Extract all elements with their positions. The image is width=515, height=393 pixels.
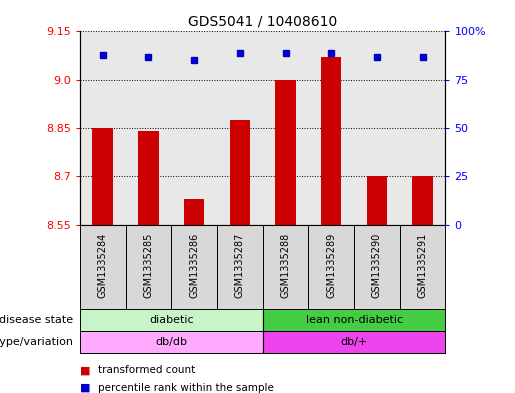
Bar [263,331,445,353]
Text: genotype/variation: genotype/variation [0,337,73,347]
Bar [80,331,263,353]
Bar [92,128,113,224]
Text: db/db: db/db [155,337,187,347]
Bar [184,199,204,224]
Text: db/+: db/+ [340,337,368,347]
Text: lean non-diabetic: lean non-diabetic [305,315,403,325]
Text: ■: ■ [80,365,90,375]
Bar [275,80,296,224]
Text: GSM1335284: GSM1335284 [98,233,108,298]
Text: GSM1335291: GSM1335291 [418,233,427,298]
Text: transformed count: transformed count [98,365,195,375]
Text: ■: ■ [80,383,90,393]
Text: GSM1335288: GSM1335288 [281,233,290,298]
Title: GDS5041 / 10408610: GDS5041 / 10408610 [188,15,337,29]
Text: GSM1335285: GSM1335285 [143,233,153,298]
Text: GSM1335289: GSM1335289 [326,233,336,298]
Bar [413,176,433,224]
Bar [321,57,341,224]
Text: disease state: disease state [0,315,73,325]
Bar [138,131,159,224]
Text: percentile rank within the sample: percentile rank within the sample [98,383,274,393]
Bar [80,309,263,331]
Text: diabetic: diabetic [149,315,194,325]
Bar [263,309,445,331]
Bar [367,176,387,224]
Text: GSM1335290: GSM1335290 [372,233,382,298]
Text: GSM1335286: GSM1335286 [189,233,199,298]
Bar [230,120,250,224]
Text: GSM1335287: GSM1335287 [235,233,245,298]
